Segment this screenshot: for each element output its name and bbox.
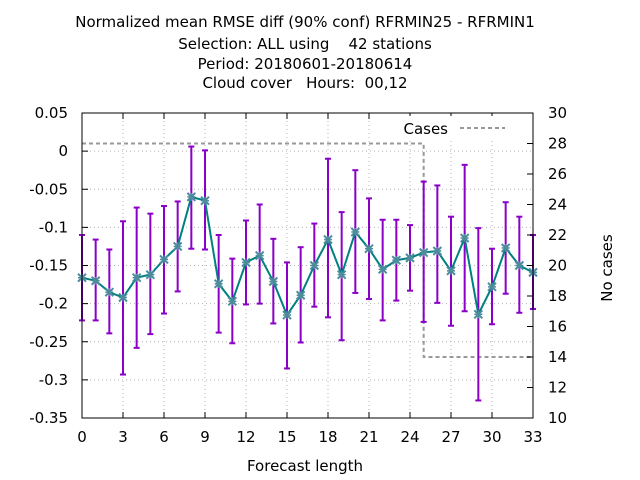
x-tick-label: 27 — [441, 428, 460, 446]
data-point — [227, 296, 238, 307]
data-point — [364, 244, 374, 254]
y2-tick-label: 24 — [548, 196, 567, 214]
data-point — [295, 290, 306, 300]
data-point — [432, 246, 443, 256]
markers — [77, 192, 538, 320]
data-point — [418, 247, 429, 258]
mean-line — [81, 195, 534, 318]
y2-tick-label: 12 — [548, 379, 567, 397]
y2-tick-label: 30 — [548, 104, 567, 122]
error-bar — [434, 184, 441, 304]
error-bars — [79, 145, 536, 402]
x-tick-label: 9 — [200, 428, 210, 446]
x-tick-label: 24 — [400, 428, 419, 446]
y-tick-label: -0.15 — [29, 257, 68, 275]
data-point — [145, 269, 156, 280]
y-tick-label: -0.2 — [39, 295, 68, 313]
data-point — [159, 254, 169, 265]
data-point — [405, 253, 415, 263]
legend-background — [392, 116, 512, 138]
y-tick-label: 0.05 — [35, 104, 68, 122]
data-point — [459, 233, 470, 243]
y-tick-label: -0.3 — [39, 371, 68, 389]
data-point — [500, 243, 511, 253]
y2-tick-label: 18 — [548, 287, 567, 305]
cases-series — [82, 142, 533, 358]
x-axis-title: Forecast length — [247, 457, 363, 475]
data-point — [309, 260, 320, 271]
x-tick-label: 12 — [236, 428, 255, 446]
legend: Cases — [392, 116, 512, 138]
data-point — [377, 264, 388, 275]
data-point — [172, 241, 183, 252]
y2-tick-label: 14 — [548, 348, 567, 366]
y2-tick-label: 16 — [548, 318, 567, 336]
data-point — [254, 250, 265, 261]
data-point — [282, 310, 292, 320]
data-point — [90, 276, 101, 286]
x-tick-label: 0 — [77, 428, 87, 446]
data-point — [391, 255, 402, 265]
y2-tick-label: 28 — [548, 135, 567, 153]
data-point — [213, 279, 224, 289]
axis-ticks: 0 3 6 9 12 15 18 21 24 27 30 33 0.05 0 -0.05 -0.1 -0.15 -… — [29, 104, 567, 446]
data-point — [350, 227, 361, 237]
data-point — [200, 195, 210, 206]
data-point — [186, 192, 197, 202]
y2-axis-title: No cases — [598, 234, 616, 302]
x-tick-label: 15 — [277, 428, 296, 446]
chart-title-line-1: Normalized mean RMSE diff (90% conf) RFR… — [75, 13, 535, 31]
y2-tick-label: 26 — [548, 165, 567, 183]
cases-step-line — [82, 142, 533, 358]
data-point — [118, 292, 128, 303]
data-point — [487, 282, 497, 292]
y2-tick-label: 10 — [548, 409, 567, 427]
chart-title-line-2: Selection: ALL using 42 stations — [178, 35, 432, 53]
data-point — [336, 269, 347, 280]
legend-label-cases: Cases — [403, 120, 448, 138]
chart-title-line-4: Cloud cover Hours: 00,12 — [202, 74, 408, 92]
y-tick-label: -0.05 — [29, 180, 68, 198]
x-tick-label: 18 — [318, 428, 337, 446]
data-point — [241, 257, 251, 268]
x-tick-label: 6 — [159, 428, 169, 446]
y-tick-label: 0 — [58, 142, 68, 160]
y2-tick-label: 20 — [548, 257, 567, 275]
x-tick-label: 33 — [523, 428, 542, 446]
data-point — [473, 309, 484, 320]
y2-tick-label: 22 — [548, 226, 567, 244]
x-tick-label: 21 — [359, 428, 378, 446]
x-tick-label: 30 — [482, 428, 501, 446]
y-tick-label: -0.35 — [29, 409, 68, 427]
data-point — [323, 234, 333, 245]
y-tick-label: -0.25 — [29, 333, 68, 351]
data-point — [104, 287, 115, 297]
data-point — [268, 276, 279, 287]
chart-title-line-3: Period: 20180601-20180614 — [197, 55, 413, 73]
y-tick-label: -0.1 — [39, 218, 68, 236]
x-tick-label: 3 — [118, 428, 128, 446]
mean-rmse-diff-line — [81, 195, 534, 318]
data-point — [446, 266, 456, 276]
data-point — [514, 260, 525, 271]
data-point — [131, 272, 142, 283]
